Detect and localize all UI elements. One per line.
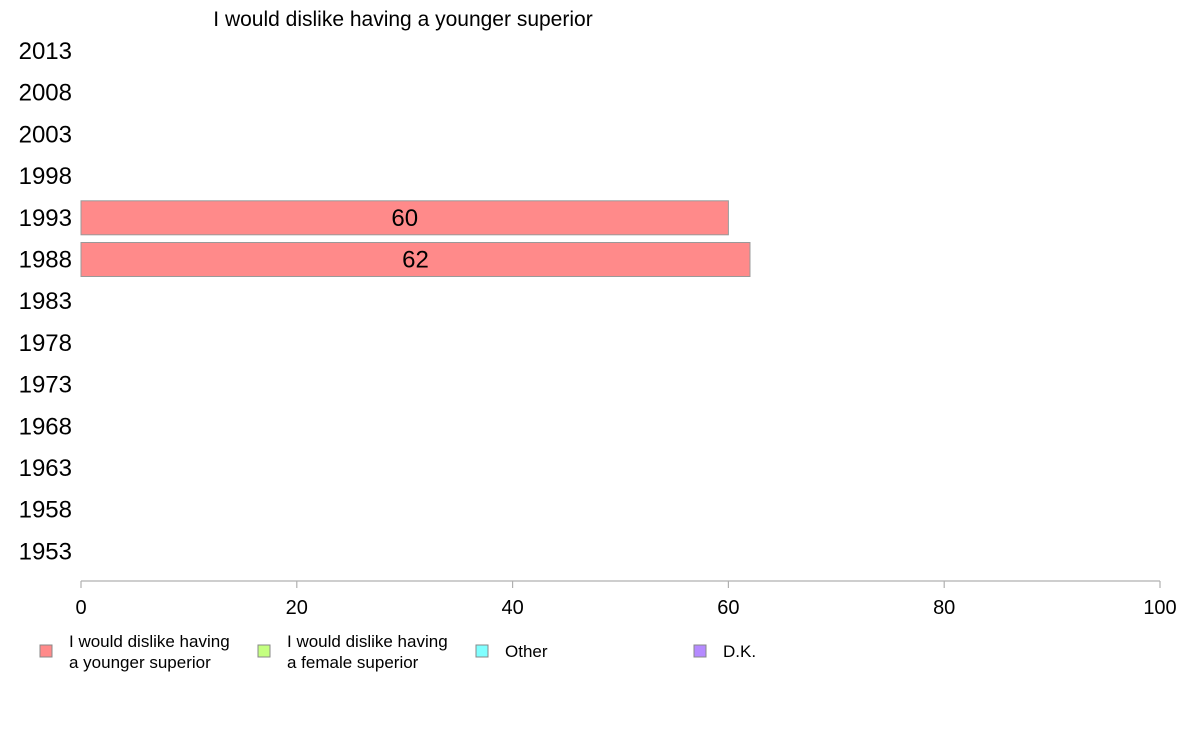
y-tick-label: 2008 <box>19 80 72 107</box>
legend: I would dislike having a younger superior… <box>39 632 756 672</box>
x-tick-label: 0 <box>75 597 86 619</box>
legend-swatch <box>257 644 271 658</box>
y-tick-label: 2003 <box>19 121 72 148</box>
y-tick-label: 1953 <box>19 538 72 565</box>
x-tick-label: 60 <box>717 597 739 619</box>
x-axis: 0 20 40 60 80 100 <box>75 580 1177 619</box>
x-tick-label: 100 <box>1143 597 1176 619</box>
y-tick-label: 1978 <box>19 330 72 357</box>
y-tick-label: 1988 <box>19 247 72 274</box>
bar-value-label: 60 <box>391 205 418 232</box>
x-tick-label: 20 <box>286 597 308 619</box>
y-tick-label: 1958 <box>19 497 72 524</box>
legend-label: a female superior <box>287 653 419 672</box>
legend-swatch <box>475 644 489 658</box>
x-tick-label: 40 <box>501 597 523 619</box>
bar <box>80 242 751 277</box>
y-tick-label: 1993 <box>19 205 72 232</box>
y-axis: 2013 2008 2003 1998 1993 1988 1983 1978 1973 1968… <box>19 38 72 565</box>
legend-swatch <box>39 644 53 658</box>
bar <box>80 200 729 236</box>
legend-label: I would dislike having <box>287 632 448 651</box>
y-tick-label: 1963 <box>19 455 72 482</box>
y-tick-label: 1968 <box>19 413 72 440</box>
bars: 60 62 <box>80 200 751 277</box>
y-tick-label: 1998 <box>19 163 72 190</box>
legend-swatch <box>693 644 707 658</box>
legend-label: a younger superior <box>69 653 211 672</box>
x-tick-label: 80 <box>933 597 955 619</box>
legend-label: D.K. <box>723 642 756 661</box>
y-tick-label: 2013 <box>19 38 72 65</box>
y-tick-label: 1983 <box>19 288 72 315</box>
y-tick-label: 1973 <box>19 372 72 399</box>
chart-title: I would dislike having a younger superio… <box>213 8 592 31</box>
legend-label: Other <box>505 642 548 661</box>
bar-value-label: 62 <box>402 247 429 274</box>
legend-label: I would dislike having <box>69 632 230 651</box>
